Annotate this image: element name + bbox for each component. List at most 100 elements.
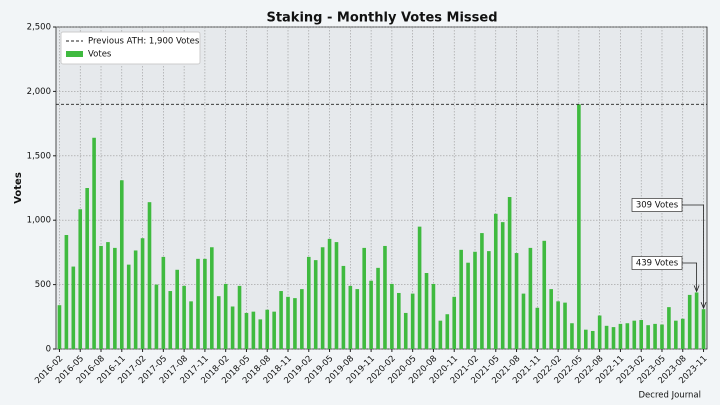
bar [528,247,533,349]
bar [286,296,290,349]
bar [133,250,138,349]
bar [313,260,318,349]
bar [251,311,256,349]
bar [459,249,463,349]
y-axis-label: Votes [13,172,24,204]
bar [653,323,657,349]
bar [473,251,477,349]
bar [674,320,678,349]
bar [119,180,124,349]
bar [535,307,540,349]
callout-arrowhead [693,285,700,293]
bar [438,320,443,349]
bar [646,325,650,349]
y-tick-label: 1,000 [27,216,51,226]
legend-box [60,31,201,65]
bar [140,238,145,349]
bar [390,283,394,349]
y-tick-label: 2,500 [27,23,51,33]
chart-title: Staking - Monthly Votes Missed [266,11,497,26]
bar [521,293,526,349]
bar [71,266,76,349]
bar [611,327,616,349]
bar [680,318,685,349]
bar [168,291,173,349]
bar [639,320,644,349]
bar [244,312,249,349]
bar [487,251,491,349]
bar [126,264,131,349]
bar [64,235,69,349]
bar [203,258,207,349]
legend-swatch [66,51,83,57]
callout-arrow [682,204,704,308]
bar [306,256,311,349]
bar [189,301,193,349]
bar [507,197,512,349]
bar [348,285,353,349]
bar [452,296,457,349]
y-tick-label: 1,500 [27,151,51,161]
bar [584,329,588,349]
bar [154,284,159,349]
bar [216,296,221,349]
bar [320,247,325,349]
bar [403,312,408,349]
bar [687,294,692,349]
bar [293,298,297,349]
bar [327,238,332,349]
bar [210,247,214,349]
bar [147,202,152,349]
bar [265,309,270,349]
bar [694,292,699,349]
bar [300,289,304,349]
bar [660,324,664,349]
bar [577,104,581,349]
legend-label: Previous ATH: 1,900 Votes [88,37,200,47]
bar [376,267,380,349]
bar [556,301,560,349]
bar [196,258,200,349]
bar [597,315,602,349]
bar [175,269,179,349]
bar [92,137,96,349]
bar [667,307,671,349]
bar [369,280,373,349]
bar [279,291,283,349]
bar [701,309,706,349]
bar [78,209,83,349]
bar [493,213,498,349]
bar [397,292,401,349]
bar [410,293,415,349]
bar [500,222,505,349]
callout-arrow [682,262,698,291]
bar [237,285,242,349]
bar [563,302,567,349]
bar [424,273,429,349]
bar [604,325,609,349]
bar [57,305,62,349]
bar [113,247,117,349]
bar [466,262,470,349]
bar [334,242,339,349]
callout-label: 309 Votes [636,201,679,211]
bar [632,320,637,349]
bar [514,253,519,349]
bar [272,311,276,349]
bar [106,242,110,349]
bar [417,226,422,349]
legend-label: Votes [88,50,112,60]
bar [182,285,186,349]
bar [230,306,235,349]
bar [85,188,89,349]
bar [618,323,623,349]
bar [590,330,595,349]
bar [383,245,387,349]
y-tick-label: 2,000 [27,87,51,97]
bar [258,319,263,349]
bar [161,256,166,349]
bar [570,323,574,349]
bar [480,233,484,349]
callout-arrowhead [700,302,707,310]
